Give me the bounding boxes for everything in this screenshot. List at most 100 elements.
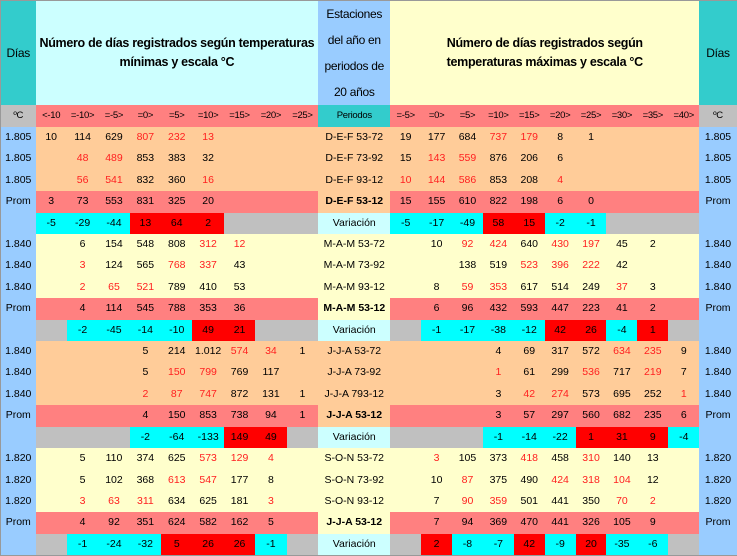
min-count-cell <box>36 170 67 191</box>
min-count-cell: 625 <box>161 448 192 469</box>
min-count-cell: 374 <box>130 448 161 469</box>
max-count-cell: 853 <box>483 170 514 191</box>
max-variation-cell: 1 <box>576 427 607 448</box>
max-count-cell: 143 <box>421 148 452 169</box>
prom-label: Prom <box>699 191 737 212</box>
max-average-cell: 235 <box>637 405 668 426</box>
max-variation-cell: 58 <box>483 213 514 234</box>
max-count-cell: 87 <box>452 470 483 491</box>
max-count-cell: 42 <box>606 255 637 276</box>
min-variation-cell: 49 <box>255 427 286 448</box>
min-count-cell: 117 <box>255 362 286 383</box>
max-variation-cell: -12 <box>514 320 545 341</box>
max-average-cell: 3 <box>483 405 514 426</box>
max-count-cell: 350 <box>576 491 607 512</box>
dias-empty <box>699 534 737 556</box>
min-variation-cell <box>224 213 255 234</box>
dias-header-left: Días <box>1 1 36 106</box>
max-variation-cell <box>637 213 668 234</box>
period-label: D-E-F 73-92 <box>318 148 390 169</box>
max-average-cell: 470 <box>514 512 545 533</box>
min-count-cell <box>255 277 286 298</box>
max-count-cell: 197 <box>576 234 607 255</box>
max-average-cell <box>668 298 699 319</box>
min-count-cell: 3 <box>255 491 286 512</box>
min-count-cell: 129 <box>224 448 255 469</box>
max-variation-cell <box>390 534 421 556</box>
max-average-cell: 822 <box>483 191 514 212</box>
min-count-cell <box>255 148 286 169</box>
max-count-cell: 2 <box>637 491 668 512</box>
max-variation-cell: -1 <box>576 213 607 234</box>
max-average-cell <box>668 512 699 533</box>
dias-value: 1.820 <box>1 491 36 512</box>
max-count-cell: 140 <box>606 448 637 469</box>
max-average-cell: 7 <box>421 512 452 533</box>
min-count-cell <box>36 148 67 169</box>
max-count-cell <box>421 384 452 405</box>
max-average-cell: 593 <box>514 298 545 319</box>
max-count-cell: 19 <box>390 127 421 148</box>
max-variation-cell: 15 <box>514 213 545 234</box>
dias-value: 1.820 <box>1 448 36 469</box>
max-variation-cell: -4 <box>668 427 699 448</box>
max-count-cell: 8 <box>545 127 576 148</box>
max-count-cell: 695 <box>606 384 637 405</box>
max-variation-cell <box>390 320 421 341</box>
max-average-cell: 6 <box>668 405 699 426</box>
prom-label: Prom <box>699 405 737 426</box>
max-variation-cell <box>390 427 421 448</box>
max-variation-cell: -17 <box>452 320 483 341</box>
max-variation-cell: -9 <box>545 534 576 556</box>
max-average-cell <box>390 405 421 426</box>
max-average-cell: 432 <box>483 298 514 319</box>
max-count-cell: 274 <box>545 384 576 405</box>
min-count-cell <box>287 170 319 191</box>
min-count-cell <box>36 448 67 469</box>
period-label: M-A-M 53-12 <box>318 298 390 319</box>
max-scale-header: =35> <box>637 105 668 127</box>
max-average-cell <box>606 191 637 212</box>
max-average-cell: 94 <box>452 512 483 533</box>
min-average-cell <box>255 298 286 319</box>
min-count-cell <box>224 148 255 169</box>
period-label: J-J-A 53-12 <box>318 512 390 533</box>
period-label: S-O-N 93-12 <box>318 491 390 512</box>
max-count-cell <box>390 234 421 255</box>
min-scale-header: =-5> <box>98 105 129 127</box>
min-variation-cell: 64 <box>161 213 192 234</box>
max-average-cell: 441 <box>545 512 576 533</box>
min-variation-cell: -32 <box>130 534 161 556</box>
min-count-cell: 629 <box>98 127 129 148</box>
max-count-cell: 373 <box>483 448 514 469</box>
max-variation-cell: -22 <box>545 427 576 448</box>
max-count-cell <box>668 491 699 512</box>
max-count-cell <box>637 127 668 148</box>
max-count-cell <box>390 448 421 469</box>
dias-value: 1.820 <box>699 470 737 491</box>
period-label: S-O-N 73-92 <box>318 470 390 491</box>
min-count-cell: 114 <box>67 127 98 148</box>
max-count-cell <box>390 384 421 405</box>
min-count-cell: 8 <box>255 470 286 491</box>
min-variation-cell <box>287 320 319 341</box>
min-variation-cell: 5 <box>161 534 192 556</box>
max-count-cell: 144 <box>421 170 452 191</box>
min-average-cell: 545 <box>130 298 161 319</box>
max-count-cell: 252 <box>637 384 668 405</box>
max-average-cell: 155 <box>421 191 452 212</box>
min-count-cell: 56 <box>67 170 98 191</box>
min-average-cell: 624 <box>161 512 192 533</box>
min-count-cell <box>287 277 319 298</box>
max-count-cell: 2 <box>637 234 668 255</box>
max-count-cell: 138 <box>452 255 483 276</box>
min-scale-header: =15> <box>224 105 255 127</box>
min-count-cell: 65 <box>98 277 129 298</box>
min-count-cell: 565 <box>130 255 161 276</box>
